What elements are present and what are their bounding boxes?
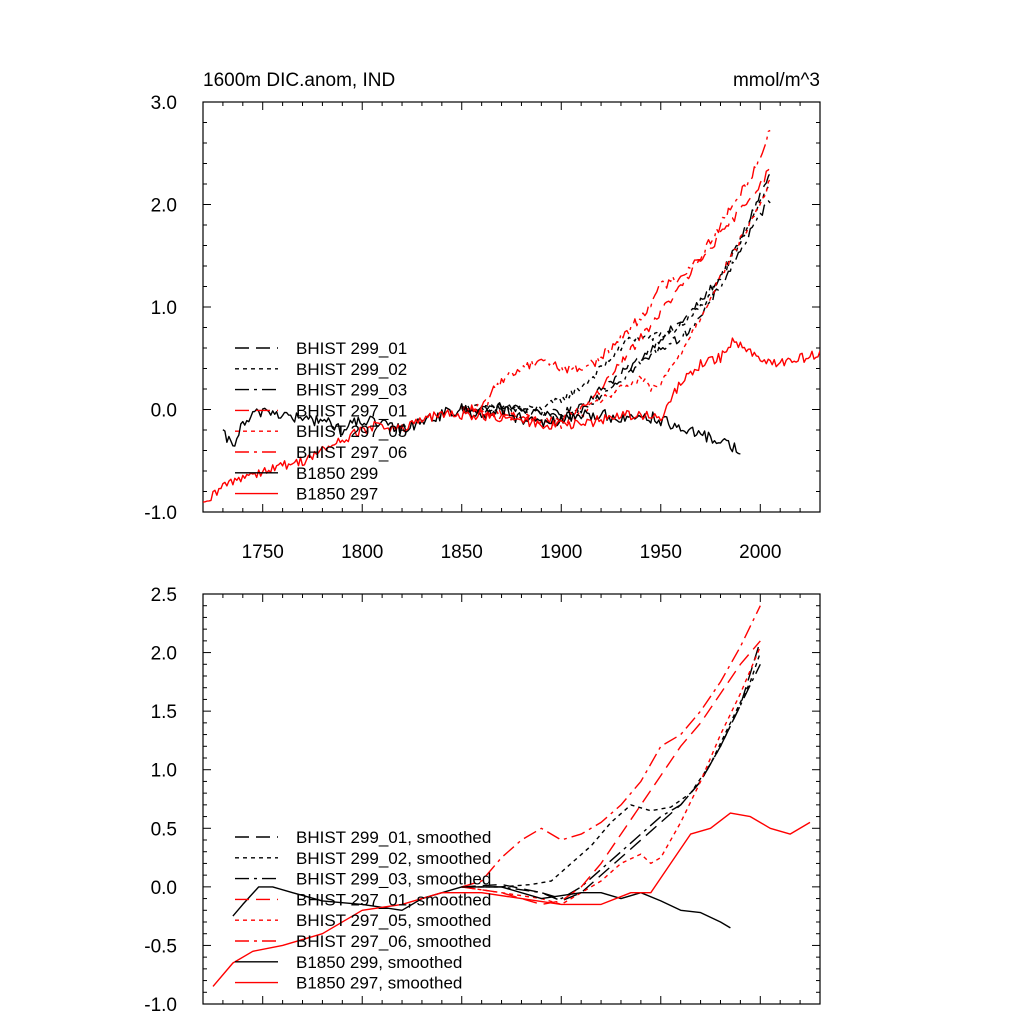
legend-label: BHIST 299_01 <box>296 339 407 358</box>
figure-title: 1600m DIC.anom, IND <box>203 70 395 91</box>
series-line-bhist-299_01 <box>461 640 761 902</box>
legend-label: BHIST 297_01, smoothed <box>296 890 491 909</box>
series-line-b1850-299 <box>232 886 731 929</box>
legend-label: BHIST 297_01 <box>296 401 407 420</box>
x-tick-label: 1850 <box>441 542 483 563</box>
legend-label: BHIST 297_05 <box>296 422 407 441</box>
bottom-panel: -1.0 -0.5 0.0 0.5 1.0 1.5 2.0 2.5 BHIST 299_01, … <box>144 585 821 1016</box>
legend-label: BHIST 297_05, smoothed <box>296 911 491 930</box>
legend-label: B1850 299, smoothed <box>296 953 462 972</box>
legend-label: BHIST 299_03 <box>296 381 407 400</box>
legend-label: BHIST 299_02, smoothed <box>296 849 491 868</box>
series-group <box>203 129 820 503</box>
series-line-b1850-297 <box>203 337 820 503</box>
series-line-bhist-297_06 <box>461 605 761 888</box>
series-line-bhist-299_01 <box>461 172 771 418</box>
series-line-bhist-297_05 <box>461 178 771 429</box>
series-line-bhist-297_01 <box>461 165 771 425</box>
series-line-b1850-299 <box>222 403 741 455</box>
units-label: mmol/m^3 <box>733 70 820 91</box>
y-tick-label: -0.5 <box>144 936 177 957</box>
y-tick-label: 2.5 <box>151 585 177 606</box>
series-line-bhist-299_02 <box>461 184 771 415</box>
series-line-bhist-297_05 <box>461 646 761 906</box>
series-line-bhist-299_03 <box>461 663 761 900</box>
top-panel: 1750 1800 1850 1900 1950 2000 -1.0 0.0 1.0 2.0 3.0… <box>144 93 821 563</box>
series-group <box>212 605 811 987</box>
legend-label: BHIST 297_06 <box>296 443 407 462</box>
legend-label: B1850 297 <box>296 485 378 504</box>
legend-label: B1850 299 <box>296 464 378 483</box>
plot-frame <box>202 593 821 1005</box>
series-line-bhist-299_03 <box>461 200 771 423</box>
x-tick-label: 1900 <box>540 542 582 563</box>
series-line-bhist-299_02 <box>461 652 761 888</box>
y-tick-label: 0.5 <box>151 819 177 840</box>
y-tick-label: 3.0 <box>151 93 177 114</box>
legend-label: BHIST 299_02 <box>296 360 407 379</box>
legend-label: B1850 297, smoothed <box>296 974 462 993</box>
legend-label: BHIST 299_01, smoothed <box>296 828 491 847</box>
series-line-bhist-297_06 <box>461 129 771 415</box>
x-tick-label: 1950 <box>640 542 682 563</box>
legend: BHIST 299_01, smoothed BHIST 299_02, smoo… <box>235 828 491 993</box>
x-tick-label: 2000 <box>739 542 781 563</box>
y-tick-label: -1.0 <box>144 503 177 524</box>
x-tick-label: 1800 <box>341 542 383 563</box>
y-tick-label: 2.0 <box>151 644 177 665</box>
y-tick-label: 0.0 <box>151 878 177 899</box>
series-line-b1850-297 <box>212 812 811 987</box>
y-tick-label: 1.5 <box>151 702 177 723</box>
y-tick-label: 0.0 <box>151 401 177 422</box>
x-tick-label: 1750 <box>242 542 284 563</box>
legend-label: BHIST 299_03, smoothed <box>296 870 491 889</box>
y-tick-label: 2.0 <box>151 196 177 217</box>
series-line-bhist-297_01 <box>461 640 761 906</box>
y-tick-label: 1.0 <box>151 298 177 319</box>
legend-label: BHIST 297_06, smoothed <box>296 932 491 951</box>
y-tick-label: -1.0 <box>144 995 177 1016</box>
y-tick-label: 1.0 <box>151 761 177 782</box>
